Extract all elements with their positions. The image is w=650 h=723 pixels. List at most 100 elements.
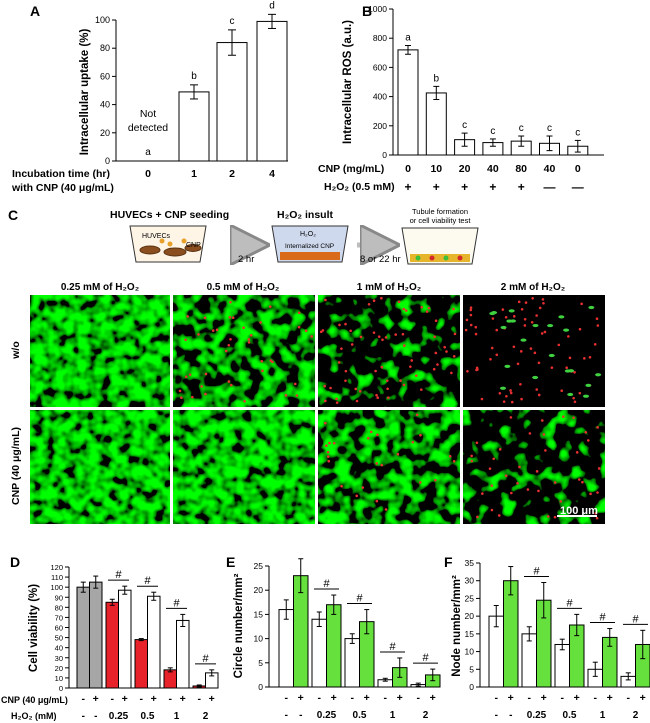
dead-cell-dot [310,335,313,338]
dead-cell-dot [550,366,554,369]
live-cell-blob [563,328,570,332]
dead-cell-dot [344,369,348,373]
chart-d-bar [134,639,148,689]
micrograph-r1c3-cells [318,295,460,407]
dead-cell-dot [469,323,473,327]
dead-cell-dot [452,355,456,358]
schematic-live-cell [443,255,449,261]
dead-cell-dot [512,345,516,349]
dead-cell-dot [469,306,473,309]
dead-cell-dot [581,480,584,484]
dead-cell-dot [402,307,406,311]
micrograph-labels: 0.25 mM of H₂O₂ 0.5 mM of H₂O₂ 1 mM of H… [10,282,565,505]
dead-cell-dot [573,371,576,374]
dead-cell-dot [203,316,207,320]
chart-d-row2-label: H₂O₂ (mM) [11,711,57,721]
schematic-cell-layer [280,252,340,260]
chart-e-cnp-sign: + [331,692,337,704]
dead-cell-dot [450,371,453,375]
dead-cell-dot [475,366,479,370]
chart-d-row1-label: CNP (40 μg/mL) [1,695,68,705]
chart-d-cnp-sign: + [93,693,99,705]
dead-cell-dot [568,356,572,360]
dead-cell-dot [355,399,359,403]
chart-f-h2o2-label: - [509,710,512,721]
chart-f-cnp-sign: - [561,692,565,704]
dead-cell-dot [583,357,586,360]
dead-cell-dot [520,397,523,401]
chart-a-ylabel: Intracellular uptake (%) [79,29,91,156]
live-cell-blob [491,311,498,315]
dead-cell-dot [261,369,264,373]
dead-cell-dot [396,452,400,456]
dead-cell-dot [349,329,352,333]
dead-cell-dot [380,463,384,467]
chart-e-bar [326,604,342,688]
schematic-cnp [159,238,165,244]
chart-b-xtick-label: 0 [575,163,581,175]
dead-cell-dot [523,324,527,327]
chart-a-xtick-label: 0 [145,168,151,180]
dead-cell-dot [323,384,326,388]
chart-b-letter: c [575,127,580,138]
chart-e-bar [344,638,360,688]
chart-e-h2o2-label: - [285,710,288,721]
chart-e-sig-mark: # [422,652,429,664]
live-cell-blob [595,373,602,377]
chart-a-xtick-label: 2 [229,168,235,180]
chart-d-ytick-label: 80 [55,603,63,612]
live-cell-blob [532,375,539,380]
chart-e-ytick-label: 10 [254,634,264,644]
chart-f-cnp-sign: + [607,692,613,704]
chart-d-bar [105,601,119,689]
dead-cell-dot [541,298,545,301]
chart-e-bar [311,618,327,688]
dead-cell-dot [518,465,521,469]
dead-cell-dot [375,499,379,503]
dead-cell-dot [432,367,436,371]
dead-cell-dot [597,467,601,470]
dead-cell-dot [470,459,474,463]
chart-f-ytick-label: 25 [465,593,475,603]
dead-cell-dot [516,481,519,485]
chart-b-ytick-label: 200 [373,121,387,131]
dead-cell-dot [338,323,341,327]
live-cell-blob [500,386,507,390]
micrograph-r2c4-cells [463,410,605,524]
dead-cell-dot [509,391,513,395]
dead-cell-dot [335,401,339,404]
dead-cell-dot [227,380,231,383]
dead-cell-dot [295,394,299,397]
chart-a-xtick-label: 4 [269,168,275,180]
dead-cell-dot [553,481,557,484]
chart-d-ylabel: Cell viability (%) [28,584,40,672]
chart-b-ytick-label: 800 [373,33,387,43]
dead-cell-dot [243,399,246,403]
dead-cell-dot [529,347,533,350]
dead-cell-dot [325,444,328,447]
dead-cell-dot [433,335,436,339]
dead-cell-dot [535,470,539,473]
dead-cell-dot [504,315,508,319]
dead-cell-dot [268,305,272,308]
chart-a-letter: b [191,71,197,82]
scale-bar-label: 100 μm [560,505,598,517]
dead-cell-dot [596,491,599,494]
dead-cell-dot [319,330,323,334]
chart-d-sig-mark: # [115,569,122,581]
dead-cell-dot [469,308,473,312]
dead-cell-dot [242,326,245,330]
dead-cell-dot [510,400,514,404]
dead-cell-dot [284,394,288,397]
chart-a-ytick-label: 20 [100,128,110,138]
dead-cell-dot [512,315,516,318]
dead-cell-dot [560,389,564,393]
chart-d-ytick-label: 10 [55,674,63,683]
chart-d-sig-mark: # [173,597,180,609]
dead-cell-dot [492,457,495,461]
chart-e-ytick-label: 15 [254,609,264,619]
dead-cell-dot [481,492,484,495]
dead-cell-dot [595,317,599,321]
dead-cell-dot [490,484,494,487]
panel-letter-b: B [362,3,372,19]
